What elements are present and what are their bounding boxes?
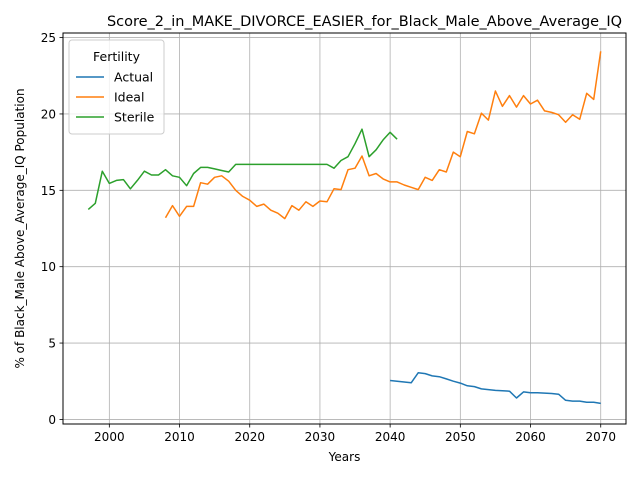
- y-tick-label: 25: [41, 31, 56, 45]
- series-line-ideal: [164, 51, 602, 220]
- series-line-actual: [390, 372, 601, 405]
- x-tick-label: 2030: [305, 430, 336, 444]
- x-tick-label: 2020: [234, 430, 265, 444]
- legend: Fertility Actual Ideal Sterile: [68, 39, 165, 135]
- legend-label-actual: Actual: [114, 70, 153, 85]
- x-axis-label: Years: [328, 450, 361, 464]
- plot-frame: [62, 32, 627, 425]
- chart-title: Score_2_in_MAKE_DIVORCE_EASIER_for_Black…: [107, 14, 622, 30]
- x-tick-label: 2040: [375, 430, 406, 444]
- series-line-sterile: [87, 128, 398, 210]
- x-tick-label: 2000: [94, 430, 125, 444]
- legend-box: [68, 39, 165, 135]
- legend-items: Actual Ideal Sterile: [76, 70, 155, 125]
- y-tick-label: 10: [41, 260, 56, 274]
- y-axis-label: % of Black_Male Above_Average_IQ Populat…: [13, 88, 27, 368]
- grid-lines: [63, 33, 626, 424]
- y-tick-label: 15: [41, 184, 56, 198]
- axis-ticks: 2000 2010 2020 2030 2040 2050 2060 2070 0 5 10 15 20…: [41, 31, 616, 444]
- x-tick-label: 2050: [445, 430, 476, 444]
- y-tick-label: 20: [41, 107, 56, 121]
- x-tick-label: 2060: [515, 430, 546, 444]
- y-tick-label: 0: [48, 413, 56, 427]
- legend-title: Fertility: [93, 49, 141, 64]
- x-tick-label: 2010: [164, 430, 195, 444]
- series-lines: [87, 51, 602, 405]
- y-tick-label: 5: [48, 337, 56, 351]
- legend-label-ideal: Ideal: [114, 90, 144, 105]
- x-tick-label: 2070: [585, 430, 616, 444]
- legend-label-sterile: Sterile: [114, 110, 155, 125]
